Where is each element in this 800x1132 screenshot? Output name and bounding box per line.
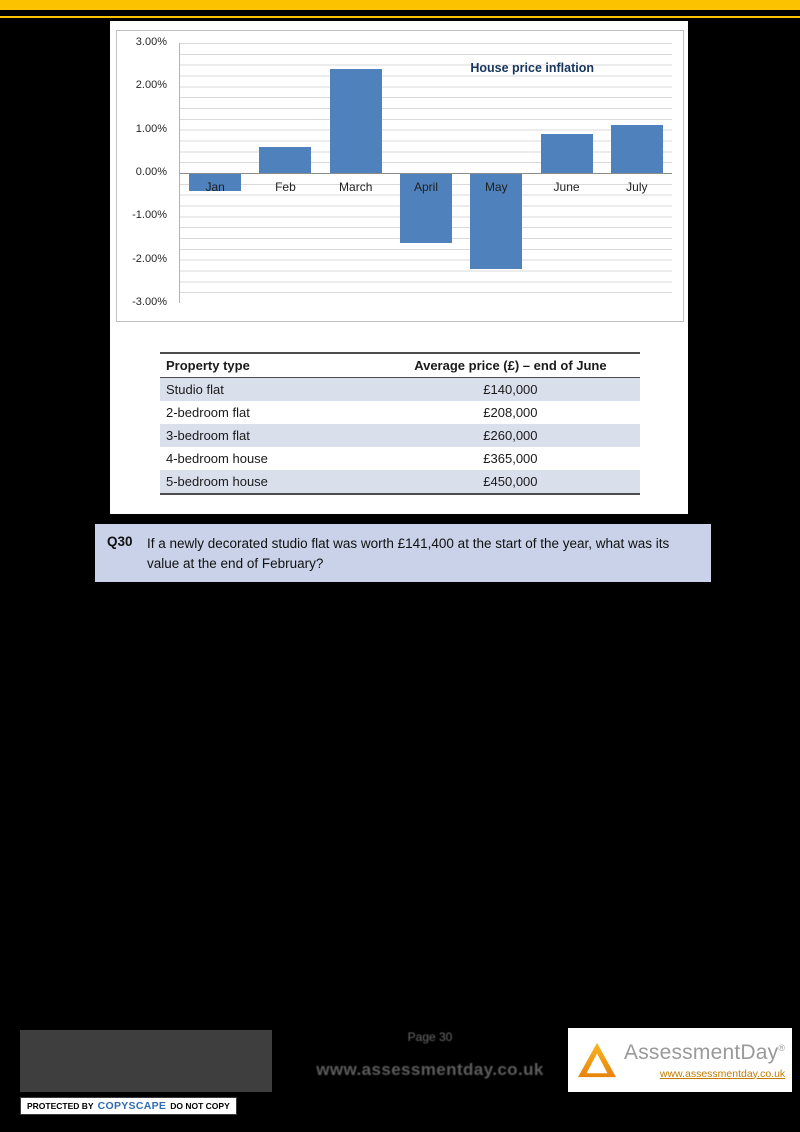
property-type-cell: 3-bedroom flat xyxy=(166,428,250,443)
x-tick-label: Feb xyxy=(275,180,296,194)
copyscape-brand-label: COPYSCAPE xyxy=(97,1100,167,1112)
assessmentday-triangle-logo-icon xyxy=(578,1042,616,1078)
chart-plot-area: House price inflation Jan Feb March April Ma… xyxy=(179,43,672,303)
table-row: 2-bedroom flat £208,000 xyxy=(160,401,640,424)
question-number: Q30 xyxy=(107,534,133,549)
table-header-row: Property type Average price (£) – end of … xyxy=(160,352,640,378)
price-cell: £208,000 xyxy=(483,405,538,420)
bar-april xyxy=(400,174,452,244)
price-cell: £450,000 xyxy=(380,470,640,495)
house-price-inflation-chart: 3.00% 2.00% 1.00% 0.00% -1.00% -2.00% -3.00% H… xyxy=(116,30,684,322)
table-row: 5-bedroom house £450,000 xyxy=(160,470,640,495)
price-cell: £260,000 xyxy=(483,428,538,443)
price-cell: £365,000 xyxy=(483,451,538,466)
footer-center-meta: Page 30 www.assessmentday.co.uk xyxy=(290,1030,570,1080)
chart-zero-axis-line xyxy=(180,173,672,174)
x-tick-label: May xyxy=(484,180,508,194)
chart-title: House price inflation xyxy=(470,61,594,75)
copyscape-prefix-label: PROTECTED BY xyxy=(27,1101,94,1111)
brand-url-link[interactable]: www.assessmentday.co.uk xyxy=(659,1067,786,1080)
x-tick-label: April xyxy=(413,180,438,194)
y-tick-label: -1.00% xyxy=(132,209,167,222)
redacted-copyright-block xyxy=(20,1030,272,1092)
table-header-cell: Property type xyxy=(160,352,381,378)
bar-may xyxy=(470,174,523,270)
top-accent-bar xyxy=(0,0,800,10)
table-row: 3-bedroom flat £260,000 xyxy=(160,424,640,447)
property-type-cell: 5-bedroom house xyxy=(160,470,381,495)
bar-march xyxy=(329,69,382,173)
registered-mark: ® xyxy=(778,1042,786,1053)
average-price-table: Property type Average price (£) – end of … xyxy=(160,352,640,495)
y-tick-label: -2.00% xyxy=(132,252,167,265)
worksheet-page: 3.00% 2.00% 1.00% 0.00% -1.00% -2.00% -3.00% H… xyxy=(110,21,688,514)
x-tick-label: Jan xyxy=(205,180,225,194)
y-tick-label: -3.00% xyxy=(132,296,167,308)
bar-feb xyxy=(259,147,312,173)
property-type-cell: 2-bedroom flat xyxy=(166,405,250,420)
question-text: If a newly decorated studio flat was wor… xyxy=(147,536,670,571)
property-type-cell: Studio flat xyxy=(166,382,224,397)
table-row: 4-bedroom house £365,000 xyxy=(160,447,640,470)
x-tick-label: March xyxy=(339,180,373,194)
page-number-label: Page 30 xyxy=(407,1030,453,1044)
table-row: Studio flat £140,000 xyxy=(160,377,640,401)
top-accent-line xyxy=(0,16,800,18)
x-tick-label: July xyxy=(626,180,648,194)
bar-july xyxy=(610,125,663,173)
brand-text-wrap: AssessmentDay® www.assessmentday.co.uk xyxy=(624,1041,785,1080)
chart-y-axis: 3.00% 2.00% 1.00% 0.00% -1.00% -2.00% -3.00% xyxy=(117,36,171,308)
table-header-cell: Average price (£) – end of June xyxy=(380,352,640,378)
property-type-cell: 4-bedroom house xyxy=(166,451,268,466)
x-tick-label: June xyxy=(553,180,580,194)
bar-jan xyxy=(189,174,242,192)
copyscape-badge[interactable]: PROTECTED BY COPYSCAPE DO NOT COPY xyxy=(20,1097,237,1115)
y-tick-label: 0.00% xyxy=(135,166,167,178)
footer-site-url: www.assessmentday.co.uk xyxy=(316,1060,544,1079)
y-tick-label: 3.00% xyxy=(135,36,167,48)
assessmentday-logo-box: AssessmentDay® www.assessmentday.co.uk xyxy=(568,1028,792,1092)
bar-june xyxy=(540,134,593,173)
question-box: Q30 If a newly decorated studio flat was… xyxy=(95,524,711,582)
brand-name: AssessmentDay® xyxy=(624,1040,786,1064)
copyscape-suffix-label: DO NOT COPY xyxy=(170,1101,230,1111)
y-tick-label: 1.00% xyxy=(135,122,167,135)
y-tick-label: 2.00% xyxy=(135,79,167,92)
price-cell: £140,000 xyxy=(483,382,538,397)
